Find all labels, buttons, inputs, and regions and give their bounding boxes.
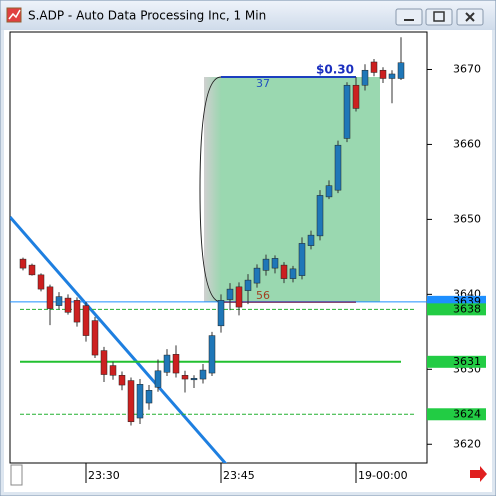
candle-body [100, 350, 108, 375]
price-level-box [427, 408, 486, 421]
price-level-label: 3631 [453, 355, 481, 368]
candle-body [82, 305, 90, 336]
candle-body [226, 288, 234, 300]
candle-body [109, 365, 117, 376]
candle-body [208, 335, 216, 374]
y-tick-label: 3650 [453, 212, 481, 225]
candle-body [289, 268, 297, 279]
plot [10, 37, 427, 463]
price-level-label: 3624 [453, 407, 481, 420]
candle-body [28, 264, 36, 276]
candle-body [55, 296, 63, 306]
x-tick-label: 23:30 [88, 469, 120, 482]
measure-change: $0.30 [316, 63, 354, 77]
close-glyph [465, 12, 475, 22]
candle-body [37, 274, 45, 290]
y-tick-label: 3670 [453, 62, 481, 75]
window-buttons[interactable] [395, 8, 484, 26]
window-title: S.ADP - Auto Data Processing Inc, 1 Min [28, 9, 266, 23]
minimize-glyph [404, 19, 414, 21]
candle-body [19, 258, 27, 269]
candle-body [352, 84, 360, 109]
scroll-right-arrow[interactable] [470, 466, 487, 482]
candle-body [370, 61, 378, 73]
candle-body [262, 258, 270, 271]
candle-body [154, 370, 162, 388]
x-tick-label: 23:45 [223, 469, 255, 482]
candle-body [298, 243, 306, 276]
candle-body [325, 185, 333, 198]
candle-body [244, 279, 252, 291]
candle-body [145, 390, 153, 404]
candle-body [280, 264, 288, 279]
candle-body [271, 258, 279, 269]
candle-body [91, 320, 99, 356]
measure-bracket [199, 76, 222, 303]
candle-body [397, 62, 405, 79]
candle-body [217, 300, 225, 327]
measure-shadow [204, 77, 221, 302]
x-tick-label: 19-00:00 [358, 469, 408, 482]
candle-body [253, 267, 261, 284]
candle-body [73, 300, 81, 323]
candle-body [307, 234, 315, 246]
price-level-box [427, 355, 486, 368]
measure-bottom-label: 56 [256, 289, 270, 302]
price-level-box [427, 303, 486, 316]
price-level-label: 3638 [453, 302, 481, 315]
maximize-button[interactable] [425, 8, 453, 26]
y-tick-label: 3620 [453, 437, 481, 450]
minimize-button[interactable] [395, 8, 423, 26]
candle-body [46, 286, 54, 309]
candle-body [136, 384, 144, 419]
y-tick-label: 3660 [453, 137, 481, 150]
trend-line [10, 216, 228, 463]
candle-body [181, 375, 189, 380]
candle-body [172, 354, 180, 374]
candle-body [199, 369, 207, 380]
candle-body [388, 73, 396, 79]
candle-body [343, 84, 351, 139]
scroll-handle[interactable] [10, 464, 23, 486]
candle-body [163, 354, 171, 373]
candle-body [379, 69, 387, 79]
candle-body [64, 297, 72, 313]
candle-body [334, 144, 342, 191]
measure-top-label: 37 [256, 77, 270, 90]
candle-body [127, 380, 135, 423]
candle-body [190, 378, 198, 381]
candle-body [361, 69, 369, 86]
maximize-glyph [433, 11, 445, 22]
candle-body [118, 375, 126, 386]
app-icon-glyph [8, 9, 21, 20]
candle-body [316, 195, 324, 237]
candle-body [235, 286, 243, 308]
